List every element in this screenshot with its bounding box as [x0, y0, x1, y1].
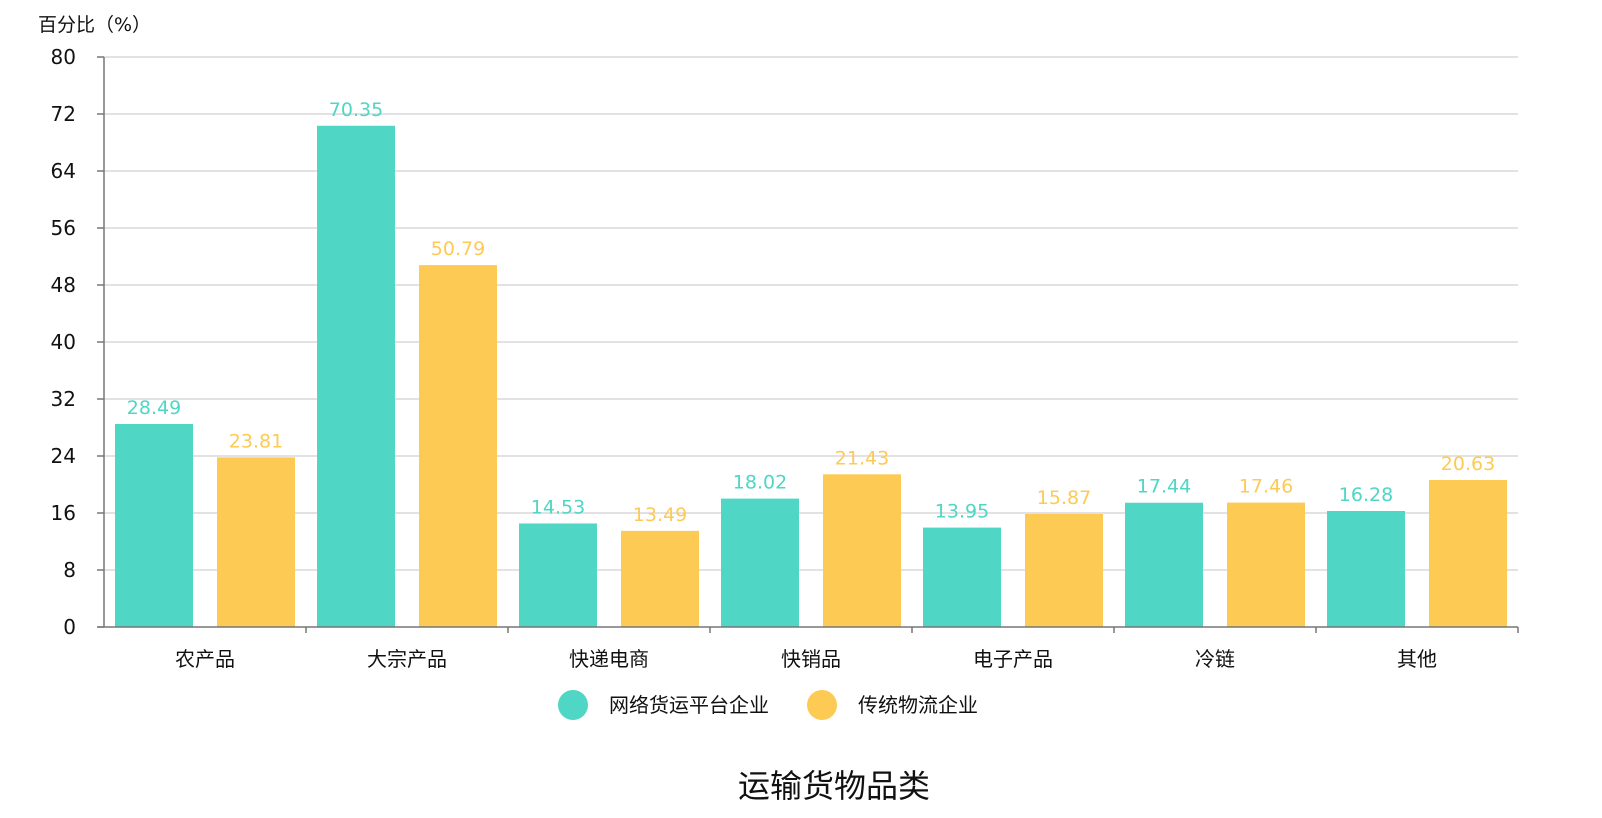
y-tick-label: 40 — [51, 330, 76, 354]
x-axis-label: 运输货物品类 — [738, 767, 930, 805]
category-label: 其他 — [1397, 647, 1437, 671]
bar — [1125, 502, 1203, 627]
bar — [1327, 511, 1405, 627]
data-label: 17.46 — [1239, 476, 1293, 498]
y-tick-label: 48 — [51, 273, 76, 297]
y-tick-label: 24 — [51, 444, 76, 468]
data-label: 16.28 — [1339, 484, 1393, 506]
legend-swatch — [558, 690, 588, 720]
bar — [519, 523, 597, 627]
data-label: 13.95 — [935, 501, 989, 523]
category-label: 快销品 — [781, 647, 841, 671]
y-tick-label: 72 — [51, 102, 76, 126]
bar — [721, 498, 799, 627]
category-label: 冷链 — [1195, 647, 1235, 671]
data-label: 50.79 — [431, 238, 485, 260]
bar — [1025, 513, 1103, 627]
bar — [317, 125, 395, 627]
legend-swatch — [807, 690, 837, 720]
category-label: 电子产品 — [973, 647, 1053, 671]
y-tick-label: 64 — [51, 159, 76, 183]
category-label: 快递电商 — [569, 647, 649, 671]
data-label: 17.44 — [1137, 476, 1191, 498]
bar — [1429, 480, 1507, 627]
data-label: 15.87 — [1037, 487, 1091, 509]
y-axis-label: 百分比（%） — [38, 14, 151, 36]
bar — [419, 265, 497, 627]
data-label: 13.49 — [633, 504, 687, 526]
legend-label: 网络货运平台企业 — [609, 693, 769, 717]
bar — [1227, 502, 1305, 627]
bars — [115, 125, 1507, 627]
y-tick-label: 56 — [51, 216, 76, 240]
data-label: 21.43 — [835, 447, 889, 469]
bar — [115, 424, 193, 627]
legend-label: 传统物流企业 — [858, 693, 978, 717]
category-labels: 农产品 大宗产品 快递电商 快销品 电子产品 冷链 其他 — [175, 627, 1519, 671]
bar — [217, 457, 295, 627]
data-label: 18.02 — [733, 472, 787, 494]
data-label: 28.49 — [127, 397, 181, 419]
y-tick-label: 8 — [63, 558, 76, 582]
legend: 网络货运平台企业 传统物流企业 — [558, 690, 978, 720]
bar — [823, 474, 901, 627]
category-label: 农产品 — [175, 647, 235, 671]
data-labels: 28.49 23.81 70.35 50.79 14.53 13.49 18.02 21.43… — [127, 99, 1495, 526]
bar — [621, 530, 699, 627]
bar — [923, 527, 1001, 627]
y-tick-label: 16 — [51, 501, 76, 525]
gridlines — [104, 56, 1518, 571]
data-label: 20.63 — [1441, 453, 1495, 475]
y-tick-label: 80 — [51, 45, 76, 69]
category-label: 大宗产品 — [367, 647, 447, 671]
data-label: 70.35 — [329, 99, 383, 121]
data-label: 14.53 — [531, 496, 585, 518]
y-tick-label: 0 — [63, 615, 76, 639]
data-label: 23.81 — [229, 430, 283, 452]
y-tick-labels: 0 8 16 24 32 40 48 56 64 72 80 — [51, 45, 104, 639]
y-tick-label: 32 — [51, 387, 76, 411]
